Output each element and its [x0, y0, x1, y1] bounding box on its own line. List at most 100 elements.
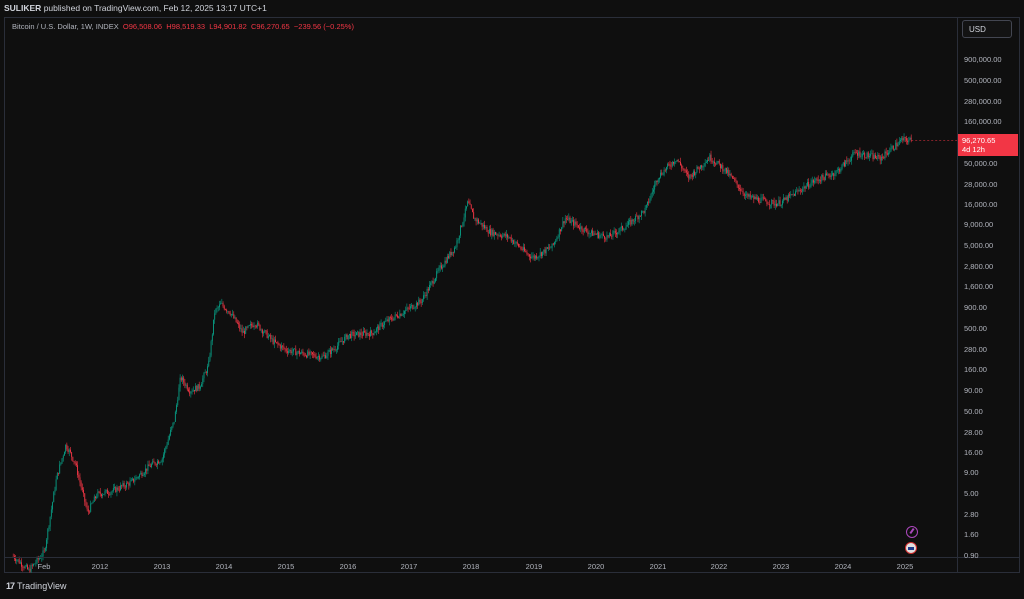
candle-body [354, 335, 356, 337]
candle-body [725, 167, 727, 173]
candle-body [649, 198, 651, 203]
ohlc-legend: Bitcoin / U.S. Dollar, 1W, INDEX O96,508… [12, 22, 354, 31]
candle-body [398, 317, 400, 318]
candle-body [697, 166, 699, 169]
candle-body [439, 265, 441, 268]
candle-body [359, 332, 361, 337]
candle-body [219, 304, 220, 308]
candle-body [864, 153, 866, 158]
flag-event-icon[interactable] [905, 542, 917, 554]
candle-body [497, 234, 499, 236]
candle-body [586, 228, 588, 232]
candle-body [73, 460, 75, 462]
candle-body [475, 218, 477, 222]
candle-body [282, 345, 284, 347]
event-marker-icon[interactable] [906, 526, 918, 538]
price-tick-label: 0.90 [964, 551, 979, 560]
candle-body [618, 231, 620, 233]
candle-body [746, 193, 748, 195]
candle-body [50, 509, 52, 517]
candle-body [860, 156, 862, 158]
candle-body [556, 237, 558, 241]
candle-body [253, 325, 255, 327]
candle-chart[interactable] [4, 17, 1020, 573]
candle-body [134, 480, 136, 482]
candle-body [735, 180, 737, 182]
candle-body [224, 309, 226, 310]
candle-body [843, 162, 845, 167]
candle-body [340, 341, 342, 343]
candle-body [736, 181, 738, 185]
candle-body [346, 334, 348, 340]
candle-body [908, 140, 910, 143]
candle-body [656, 180, 658, 183]
candle-body [907, 140, 909, 143]
candle-body [905, 138, 907, 141]
candle-body [252, 325, 254, 327]
candle-body [185, 384, 187, 386]
candle-body [159, 462, 161, 464]
candle-body [781, 200, 783, 205]
candle-body [179, 377, 181, 388]
candle-body [96, 496, 98, 498]
candle-body [823, 177, 825, 181]
candle-body [480, 222, 482, 224]
candle-body [758, 197, 760, 202]
currency-button[interactable]: USD [962, 20, 1012, 38]
candle-body [290, 349, 292, 354]
candle-body [737, 184, 739, 189]
candle-body [608, 233, 610, 237]
candle-body [747, 193, 749, 197]
candle-body [716, 162, 718, 165]
candle-body [288, 351, 290, 353]
candle-body [454, 247, 455, 253]
candle-body [276, 341, 278, 343]
candle-body [668, 163, 670, 165]
candle-body [890, 147, 892, 152]
candle-body [329, 349, 331, 355]
candle-body [829, 175, 831, 177]
candle-body [561, 227, 563, 232]
candle-body [730, 173, 732, 176]
candle-body [230, 314, 232, 315]
footer-brand[interactable]: 17 TradingView [6, 581, 67, 591]
candle-body [146, 468, 148, 471]
candle-body [485, 227, 487, 229]
candle-body [667, 163, 669, 168]
candle-body [719, 163, 721, 169]
candle-body [358, 331, 360, 337]
candle-body [209, 355, 211, 361]
chart-pane[interactable] [4, 17, 1020, 573]
candle-body [246, 327, 248, 328]
candle-body [878, 154, 880, 157]
candle-body [588, 233, 590, 235]
candle-body [592, 230, 594, 236]
candle-body [168, 435, 170, 440]
candle-body [638, 215, 640, 220]
candle-body [418, 299, 420, 306]
time-tick-label: 2024 [834, 562, 852, 571]
candle-body [909, 137, 911, 141]
candle-body [774, 203, 776, 206]
candle-body [188, 389, 189, 392]
candle-body [684, 170, 686, 171]
candle-body [669, 164, 671, 167]
candle-body [103, 494, 105, 495]
candle-body [508, 237, 510, 238]
price-tick-label: 28,000.00 [964, 179, 998, 189]
candle-body [700, 165, 701, 170]
candle-body [484, 224, 486, 229]
price-tick-label: 9.00 [964, 468, 979, 478]
candle-body [869, 156, 870, 158]
candle-body [98, 491, 100, 493]
candle-body [752, 195, 754, 197]
price-tick-label: 28.00 [964, 427, 983, 437]
candle-body [85, 501, 87, 506]
price-tick-label: 1,600.00 [964, 282, 994, 292]
candle-body [22, 566, 24, 568]
candle-body [117, 487, 119, 490]
candle-body [247, 325, 249, 328]
candle-body [323, 355, 325, 357]
candle-body [491, 229, 493, 236]
candle-body [242, 330, 244, 333]
